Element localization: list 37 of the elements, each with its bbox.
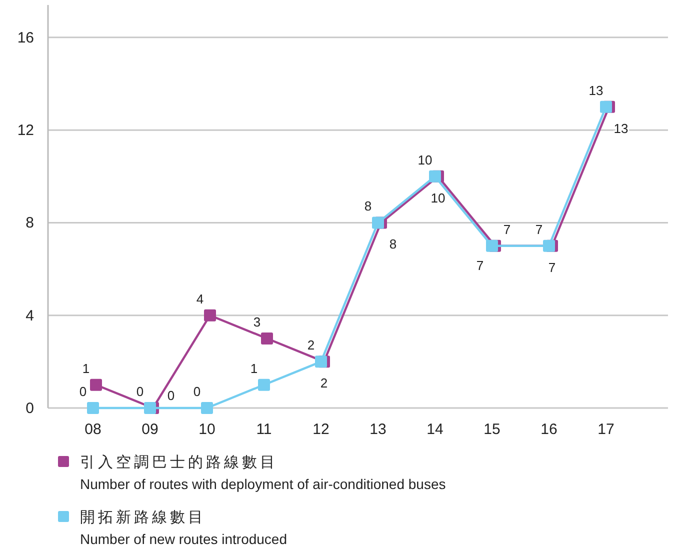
x-tick-label: 11 <box>256 421 272 438</box>
data-label: 8 <box>364 198 372 214</box>
data-label: 13 <box>588 82 604 98</box>
data-label: 0 <box>193 384 201 399</box>
y-tick-label: 16 <box>17 29 34 46</box>
x-tick-label: 17 <box>598 421 614 438</box>
x-tick-label: 16 <box>540 421 558 438</box>
data-label: 2 <box>320 376 328 391</box>
data-label: 3 <box>253 314 261 330</box>
data-label: 13 <box>614 120 628 136</box>
x-tick-label: 12 <box>312 421 330 438</box>
data-label: 0 <box>167 388 175 403</box>
y-tick-label: 8 <box>26 214 34 232</box>
legend-label: 引入空調巴士的路線數目 Number of routes with deployment of air-conditioned buses <box>80 454 446 492</box>
data-label: 1 <box>82 360 90 376</box>
data-label: 4 <box>196 291 204 306</box>
data-label: 7 <box>503 222 511 237</box>
data-label: 8 <box>389 236 397 252</box>
data-label: 7 <box>535 222 543 237</box>
data-label: 7 <box>548 260 556 275</box>
y-tick-label: 12 <box>17 122 34 140</box>
x-tick-label: 13 <box>370 421 386 438</box>
x-tick-label: 14 <box>426 421 444 438</box>
data-label: 0 <box>79 384 87 399</box>
data-label: 1 <box>250 360 258 376</box>
data-label: 7 <box>476 258 484 273</box>
x-tick-label: 15 <box>484 421 500 438</box>
y-tick-label: 0 <box>26 400 34 417</box>
data-label: 10 <box>418 152 432 168</box>
x-tick-label: 10 <box>198 421 216 438</box>
legend-label: 開拓新路線數目 Number of new routes introduced <box>80 509 287 547</box>
data-label: 10 <box>430 190 446 206</box>
data-label: 0 <box>136 384 144 399</box>
data-label: 2 <box>307 338 315 353</box>
x-tick-label: 09 <box>142 421 158 438</box>
x-tick-label: 08 <box>84 421 102 438</box>
y-tick-label: 4 <box>26 307 34 324</box>
